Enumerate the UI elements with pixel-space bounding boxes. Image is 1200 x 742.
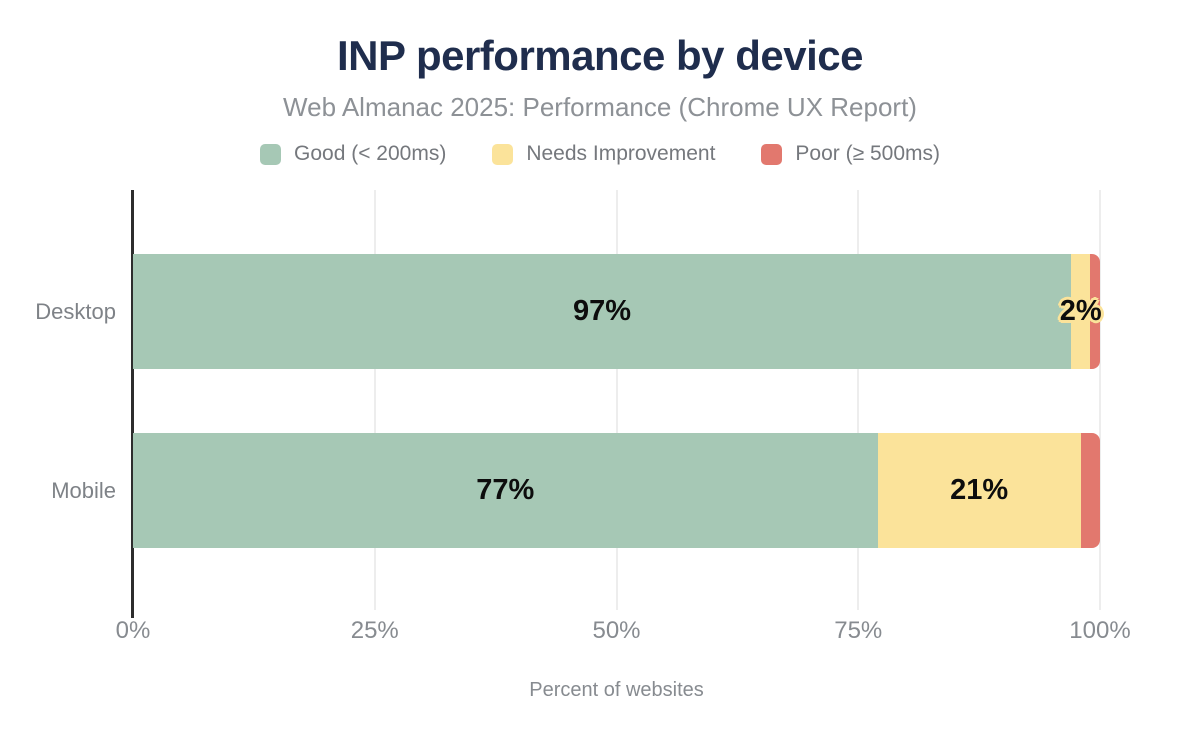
bar-segment-desktop-0: 97% xyxy=(133,254,1071,369)
legend-label-poor: Poor (≥ 500ms) xyxy=(795,142,940,165)
bar-segment-mobile-0: 77% xyxy=(133,433,878,548)
bar-value-label-desktop-1: 2% xyxy=(1059,295,1102,327)
legend-item-good: Good (< 200ms) xyxy=(260,142,446,166)
chart-subtitle: Web Almanac 2025: Performance (Chrome UX… xyxy=(283,92,917,122)
gridline-75 xyxy=(857,190,860,610)
bar-segment-desktop-2 xyxy=(1090,254,1100,369)
y-axis-label-desktop: Desktop xyxy=(35,299,116,324)
x-axis-ticks: 0% 25% 50% 75% 100% xyxy=(116,617,1131,649)
gridline-50 xyxy=(615,190,618,610)
legend-label-good: Good (< 200ms) xyxy=(294,142,447,165)
chart-title: INP performance by device xyxy=(337,32,863,79)
gridline-100 xyxy=(1099,190,1101,610)
x-tick-label-50: 50% xyxy=(592,617,641,644)
legend-swatch-needs-improvement-icon xyxy=(492,143,514,165)
x-tick-label-0: 0% xyxy=(115,617,151,644)
legend-item-poor: Poor (≥ 500ms) xyxy=(761,142,940,166)
x-tick-label-100: 100% xyxy=(1069,617,1131,644)
y-axis-line xyxy=(131,190,134,618)
bars-layer: 97% 2% 77% 21% xyxy=(133,190,1102,610)
x-tick-label-75: 75% xyxy=(834,617,883,644)
legend-swatch-poor-icon xyxy=(761,143,783,165)
legend-item-needs-improvement: Needs Improvement xyxy=(492,142,715,166)
grid-layer xyxy=(133,190,1101,610)
bar-row-mobile: 77% 21% xyxy=(133,433,1100,548)
bar-value-label-mobile-0: 77% xyxy=(476,474,535,506)
bar-value-label-desktop-0: 97% xyxy=(572,295,632,327)
bar-value-label-mobile-1: 21% xyxy=(950,474,1009,506)
gridline-25 xyxy=(373,190,376,610)
legend-label-needs-improvement: Needs Improvement xyxy=(526,142,716,165)
legend-swatch-good-icon xyxy=(260,143,281,165)
bar-row-desktop: 97% 2% xyxy=(133,254,1102,369)
x-axis-title: Percent of websites xyxy=(529,679,704,701)
y-axis-label-mobile: Mobile xyxy=(51,478,116,503)
legend: Good (< 200ms) Needs Improvement Poor (≥… xyxy=(0,142,1200,166)
bar-segment-desktop-1: 2% xyxy=(1060,254,1102,369)
x-tick-label-25: 25% xyxy=(350,617,399,644)
y-axis-labels: Desktop Mobile xyxy=(0,190,116,610)
plot-area: 97% 2% 77% 21% xyxy=(133,190,1102,610)
bar-segment-mobile-1: 21% xyxy=(877,433,1081,548)
bar-segment-mobile-2 xyxy=(1080,433,1100,548)
